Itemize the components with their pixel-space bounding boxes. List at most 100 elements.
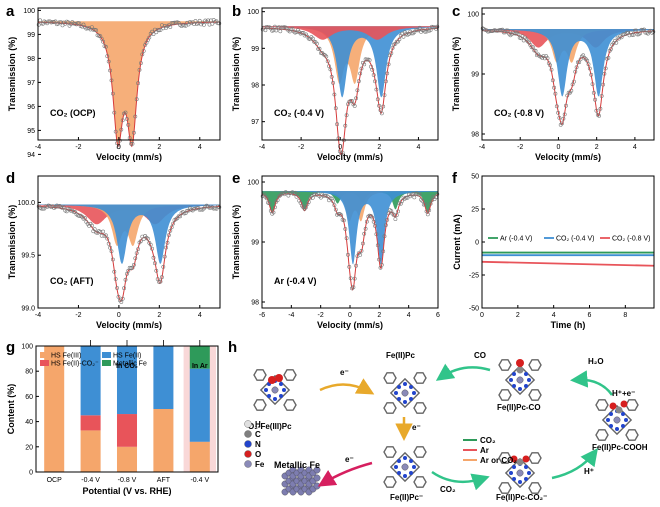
data-point xyxy=(271,28,276,33)
x-axis-label: Velocity (mm/s) xyxy=(96,320,162,330)
label-h2o: H₂O xyxy=(588,357,604,366)
y-tick-label: 99 xyxy=(251,240,259,247)
data-point xyxy=(516,32,521,37)
data-point xyxy=(264,196,269,201)
bar-segment xyxy=(80,415,101,431)
y-tick-label: -50 xyxy=(469,306,479,313)
data-point xyxy=(169,225,174,230)
data-point xyxy=(569,88,574,93)
data-point xyxy=(428,201,433,206)
legend-entry-2: CO₂ (-0.8 V) xyxy=(612,236,651,243)
data-point xyxy=(310,195,315,200)
data-point xyxy=(207,205,212,210)
atom-key-label-2: N xyxy=(255,440,261,449)
data-point xyxy=(358,252,363,257)
data-point xyxy=(378,108,383,113)
data-point xyxy=(41,206,45,211)
panel-label-h: h xyxy=(228,339,237,356)
data-point xyxy=(371,73,376,77)
label-e-minus-3: e⁻ xyxy=(345,455,354,464)
data-point xyxy=(161,264,166,269)
data-point xyxy=(155,277,160,282)
data-point xyxy=(370,67,375,72)
y-tick-label: 100 xyxy=(21,344,33,351)
x-tick-label: 6 xyxy=(588,312,592,319)
y-tick-label: 80 xyxy=(25,369,33,376)
data-point xyxy=(332,203,337,208)
data-point xyxy=(359,248,364,253)
y-tick-label: 0 xyxy=(29,470,33,477)
x-tick-label: -2 xyxy=(298,144,304,151)
y-tick-label: 99 xyxy=(27,32,35,39)
data-point xyxy=(564,103,568,108)
data-point xyxy=(392,213,396,218)
data-point xyxy=(632,28,637,33)
y-tick-label: 97 xyxy=(27,80,35,87)
current-time-panel: 0 2 4 6 8 -50 -25 0 25 50 Time (h) Current (mA) Ar (… xyxy=(452,174,655,330)
data-points-c xyxy=(480,26,656,127)
data-point xyxy=(552,85,557,90)
data-point xyxy=(98,229,103,234)
data-point xyxy=(120,118,125,123)
data-point xyxy=(642,27,647,32)
y-tick-label: 40 xyxy=(25,419,33,426)
data-point xyxy=(120,296,125,301)
x-tick-label: -2 xyxy=(517,144,523,151)
data-point xyxy=(185,208,190,213)
data-point xyxy=(375,97,380,102)
atom-key-swatch-4 xyxy=(244,460,252,468)
data-point xyxy=(331,81,336,85)
plot-frame-d xyxy=(37,175,221,309)
data-point xyxy=(379,262,384,267)
fe-atom xyxy=(313,482,321,490)
data-point xyxy=(370,215,375,220)
data-point xyxy=(556,110,561,115)
data-point xyxy=(325,194,330,199)
data-point xyxy=(554,104,559,109)
data-point xyxy=(208,18,213,23)
data-points-d xyxy=(36,203,222,304)
x-tick-label: 2 xyxy=(516,312,520,319)
data-point xyxy=(133,256,138,261)
legend-swatch xyxy=(40,360,49,366)
panel-label-e: e xyxy=(232,170,240,187)
data-point xyxy=(548,63,553,68)
data-point xyxy=(84,26,89,31)
y-axis-label: Transmission (%) xyxy=(451,37,461,112)
data-point xyxy=(373,79,377,84)
data-point xyxy=(599,94,604,98)
y-axis-label: Transmission (%) xyxy=(7,205,17,280)
x-tick-label: 0 xyxy=(480,312,484,319)
mossbauer-panel-b: -4 -2 0 2 4 97 98 99 100 Velocity (mm/s) Transmiss… xyxy=(231,7,440,162)
data-point xyxy=(272,205,277,210)
atom-key-swatch-1 xyxy=(244,430,252,438)
category-label: -0.8 V xyxy=(118,477,137,484)
data-point xyxy=(346,252,350,257)
data-point xyxy=(367,58,372,63)
y-tick-label: 96 xyxy=(27,104,35,111)
data-point xyxy=(529,45,534,50)
molecule-fe2pc xyxy=(383,372,427,414)
y-tick-label: 100.0 xyxy=(17,200,35,207)
data-point xyxy=(486,29,490,34)
data-point xyxy=(176,214,181,219)
data-point xyxy=(435,24,440,29)
data-point xyxy=(417,192,422,197)
data-point xyxy=(328,67,333,72)
legend-arrow-label-1: Ar xyxy=(480,446,489,455)
arrow-reduce-o2 xyxy=(319,378,375,395)
data-point xyxy=(557,116,562,120)
data-point xyxy=(333,207,338,212)
plot-frame-b xyxy=(261,7,439,141)
data-point xyxy=(325,59,330,64)
data-point xyxy=(386,62,391,67)
x-tick-label: 0 xyxy=(348,312,352,319)
data-point xyxy=(328,196,333,201)
data-point xyxy=(106,59,111,64)
data-point xyxy=(140,52,145,57)
atom-key-label-3: O xyxy=(255,450,261,459)
data-point xyxy=(192,22,197,27)
condition-annotation: Ar (-0.4 V) xyxy=(274,276,317,286)
data-point xyxy=(105,54,110,59)
